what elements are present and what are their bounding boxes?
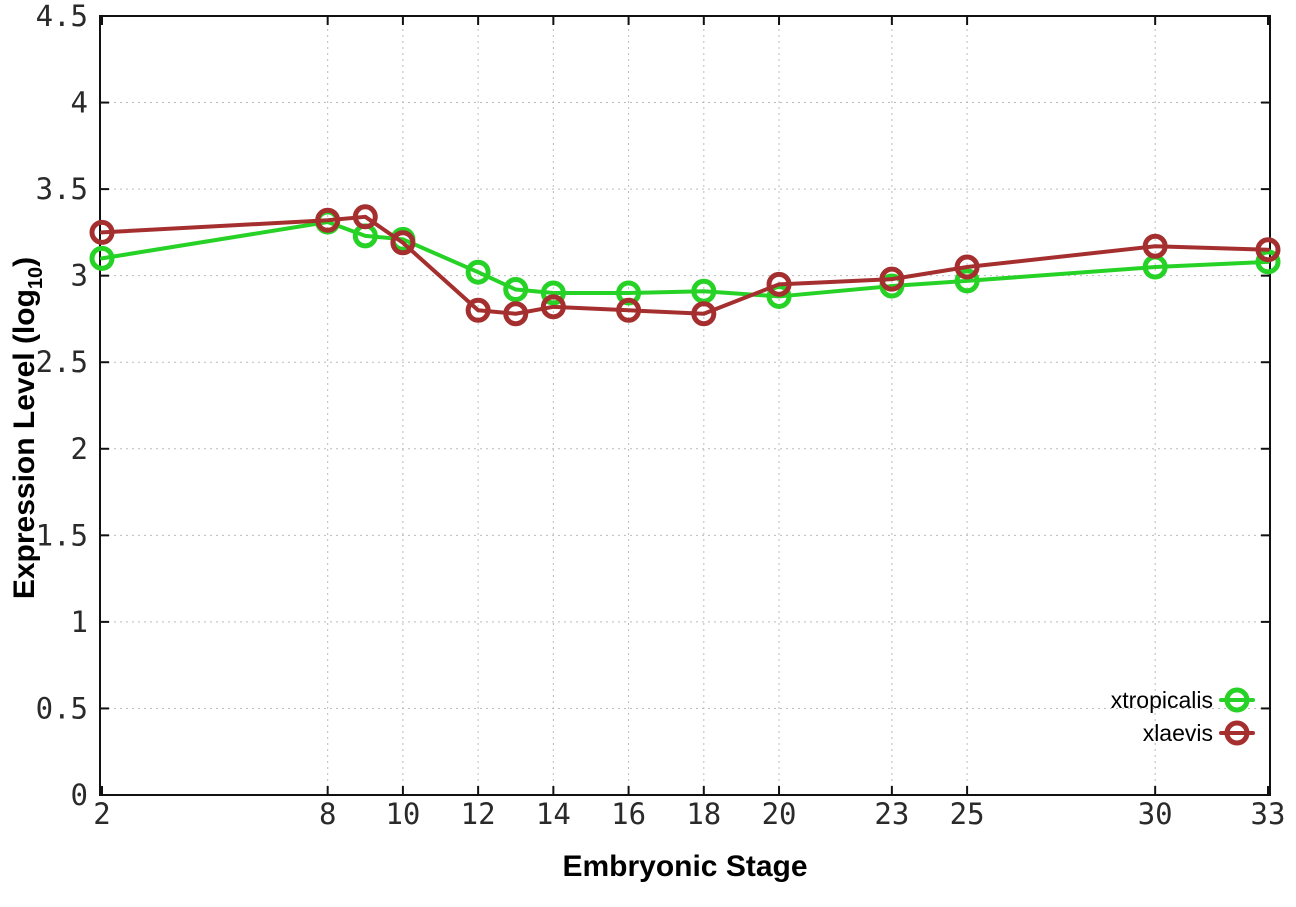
series-xlaevis-marker (503, 301, 529, 327)
axis-ticks: 0 0.5 1 1.5 2 2.5 3 3.5 4 4.5 2 8 10 12 14 16 18 20 23 25 30… (36, 0, 1286, 831)
y-tick-label: 0 (71, 778, 88, 812)
series-xlaevis-marker (616, 297, 642, 323)
series-xlaevis-marker (465, 297, 491, 323)
series-xlaevis-marker (954, 254, 980, 280)
y-tick-label: 2 (71, 432, 88, 466)
legend-item-xtropicalis: xtropicalis (1111, 687, 1255, 713)
y-axis-label: Expression Level (log10) (8, 257, 47, 599)
series-xtropicalis-marker (465, 259, 491, 285)
series-xtropicalis-marker (954, 268, 980, 294)
legend-item-xlaevis: xlaevis (1143, 720, 1255, 746)
x-tick-label: 30 (1138, 797, 1173, 831)
x-tick-label: 2 (93, 797, 110, 831)
x-tick-label: 8 (319, 797, 336, 831)
legend-label-xlaevis: xlaevis (1143, 720, 1213, 746)
x-tick-label: 23 (874, 797, 909, 831)
series-xtropicalis-marker (503, 277, 529, 303)
series-xlaevis-marker (879, 266, 905, 292)
x-tick-label: 20 (762, 797, 797, 831)
plot-border (99, 15, 1271, 796)
x-tick-label: 10 (385, 797, 420, 831)
y-tick-label: 2.5 (36, 345, 88, 379)
series-xtropicalis-marker (540, 280, 566, 306)
gridlines (102, 18, 1268, 793)
y-tick-label: 4.5 (36, 0, 88, 33)
series-xtropicalis-marker (1255, 249, 1281, 275)
series-xtropicalis-line (100, 220, 1270, 299)
y-tick-label: 4 (71, 86, 88, 120)
series-xlaevis-marker (1142, 233, 1168, 259)
series-xtropicalis-marker (89, 245, 115, 271)
legend-sample-marker (1224, 720, 1250, 746)
series-xlaevis (89, 204, 1281, 327)
series-xlaevis-marker (691, 301, 717, 327)
y-tick-label: 1.5 (36, 518, 88, 552)
x-tick-label: 14 (536, 797, 571, 831)
series-xlaevis-marker (540, 294, 566, 320)
x-tick-label: 33 (1251, 797, 1286, 831)
legend: xtropicalis xlaevis (1111, 687, 1255, 746)
series-xtropicalis-marker (616, 280, 642, 306)
x-axis-label: Embryonic Stage (562, 850, 807, 883)
x-tick-label: 18 (686, 797, 721, 831)
legend-label-xtropicalis: xtropicalis (1111, 687, 1213, 713)
series-xtropicalis-marker (691, 278, 717, 304)
x-tick-label: 12 (461, 797, 496, 831)
y-tick-label: 3 (71, 259, 88, 293)
legend-sample-marker (1224, 687, 1250, 713)
series-xlaevis-marker (766, 271, 792, 297)
x-tick-label: 16 (611, 797, 646, 831)
series-xlaevis-marker (89, 219, 115, 245)
series-xtropicalis (89, 209, 1281, 309)
series-xlaevis-marker (1255, 237, 1281, 263)
series-xlaevis-marker (352, 204, 378, 230)
series-xlaevis-marker (390, 230, 416, 256)
y-tick-label: 0.5 (36, 691, 88, 725)
y-tick-label: 3.5 (36, 172, 88, 206)
x-tick-label: 25 (950, 797, 985, 831)
series-xlaevis-marker (315, 207, 341, 233)
y-tick-label: 1 (71, 605, 88, 639)
